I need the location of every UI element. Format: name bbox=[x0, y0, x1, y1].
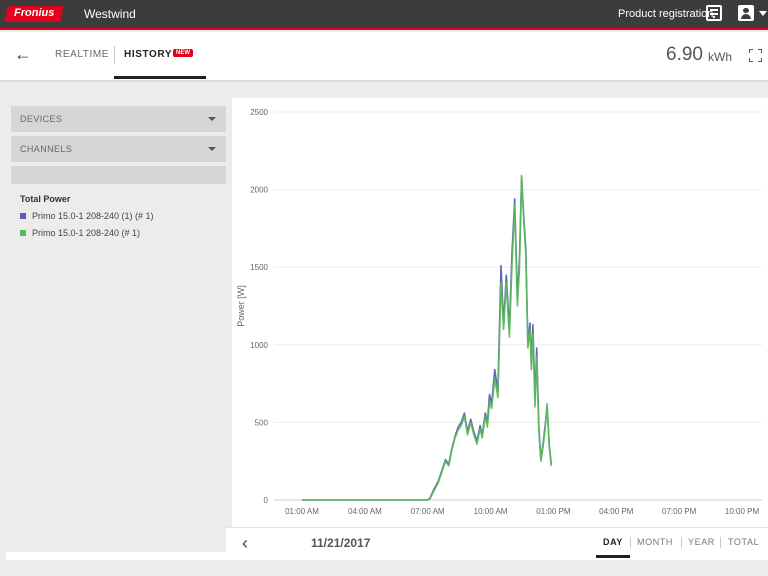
x-tick-label: 10:00 PM bbox=[725, 507, 760, 516]
period-day[interactable]: DAY bbox=[603, 537, 623, 547]
channels-dropdown[interactable]: CHANNELS bbox=[11, 136, 226, 162]
legend-item-primo-1[interactable]: Primo 15.0-1 208-240 (1) (# 1) bbox=[20, 211, 154, 221]
period-year[interactable]: YEAR bbox=[688, 537, 715, 547]
y-tick-label: 1000 bbox=[250, 341, 268, 350]
legend-swatch bbox=[20, 230, 26, 236]
y-axis-label: Power [W] bbox=[236, 285, 246, 327]
tab-realtime[interactable]: REALTIME bbox=[55, 49, 110, 60]
chart-footer: ‹ 11/21/2017 DAY MONTH YEAR TOTAL bbox=[226, 527, 768, 558]
legend-item-primo-2[interactable]: Primo 15.0-1 208-240 (# 1) bbox=[20, 228, 140, 238]
nav-bar: ← REALTIME HISTORY NEW 6.90 kWh bbox=[0, 32, 768, 80]
x-tick-label: 10:00 AM bbox=[474, 507, 508, 516]
legend-item-label: Primo 15.0-1 208-240 (# 1) bbox=[32, 228, 141, 238]
devices-dropdown-label: DEVICES bbox=[20, 114, 63, 124]
period-total[interactable]: TOTAL bbox=[728, 537, 760, 547]
period-divider bbox=[720, 537, 721, 548]
y-tick-label: 500 bbox=[255, 418, 269, 427]
series-line-2 bbox=[302, 174, 553, 501]
x-tick-label: 01:00 PM bbox=[536, 507, 571, 516]
previous-date-chevron-icon[interactable]: ‹ bbox=[242, 533, 248, 553]
selected-date[interactable]: 11/21/2017 bbox=[311, 536, 371, 550]
y-tick-label: 2500 bbox=[250, 108, 268, 117]
tab-history[interactable]: HISTORY NEW bbox=[114, 32, 206, 79]
tab-history-label: HISTORY bbox=[124, 49, 173, 60]
active-period-underline bbox=[596, 555, 630, 558]
y-tick-label: 1500 bbox=[250, 263, 268, 272]
product-registration-link[interactable]: Product registration bbox=[618, 8, 714, 20]
legend-item-label: Primo 15.0-1 208-240 (1) (# 1) bbox=[32, 211, 154, 221]
y-tick-label: 0 bbox=[264, 496, 269, 505]
x-tick-label: 01:00 AM bbox=[285, 507, 319, 516]
y-tick-label: 2000 bbox=[250, 186, 268, 195]
legend-title: Total Power bbox=[20, 194, 71, 204]
fronius-logo[interactable]: Fronius bbox=[4, 6, 64, 22]
legend-swatch bbox=[20, 213, 26, 219]
logo-text: Fronius bbox=[14, 7, 55, 19]
back-arrow-icon[interactable]: ← bbox=[14, 44, 32, 64]
tab-divider bbox=[114, 46, 115, 64]
power-chart: 0 500 1000 1500 2000 2500 01:00 AM 04:00 AM 07:0… bbox=[236, 108, 762, 516]
chevron-down-icon bbox=[208, 117, 216, 121]
user-account-icon[interactable] bbox=[738, 5, 754, 21]
registration-calendar-icon[interactable] bbox=[706, 5, 722, 21]
energy-total-value: 6.90 bbox=[666, 44, 703, 65]
x-tick-label: 04:00 AM bbox=[348, 507, 382, 516]
x-tick-label: 07:00 AM bbox=[411, 507, 445, 516]
top-bar: Fronius Westwind Product registration bbox=[0, 0, 768, 30]
x-tick-label: 07:00 PM bbox=[662, 507, 697, 516]
period-divider bbox=[681, 537, 682, 548]
new-badge: NEW bbox=[173, 49, 193, 57]
user-menu-caret-icon[interactable] bbox=[759, 11, 767, 16]
energy-unit: kWh bbox=[708, 50, 732, 64]
devices-dropdown[interactable]: DEVICES bbox=[11, 106, 226, 132]
fullscreen-icon[interactable] bbox=[749, 49, 762, 62]
period-month[interactable]: MONTH bbox=[637, 537, 673, 547]
chevron-down-icon bbox=[208, 147, 216, 151]
channels-dropdown-label: CHANNELS bbox=[20, 144, 73, 154]
empty-selector-bar[interactable] bbox=[11, 166, 226, 184]
x-tick-label: 04:00 PM bbox=[599, 507, 634, 516]
period-divider bbox=[630, 537, 631, 548]
site-name: Westwind bbox=[84, 7, 136, 21]
